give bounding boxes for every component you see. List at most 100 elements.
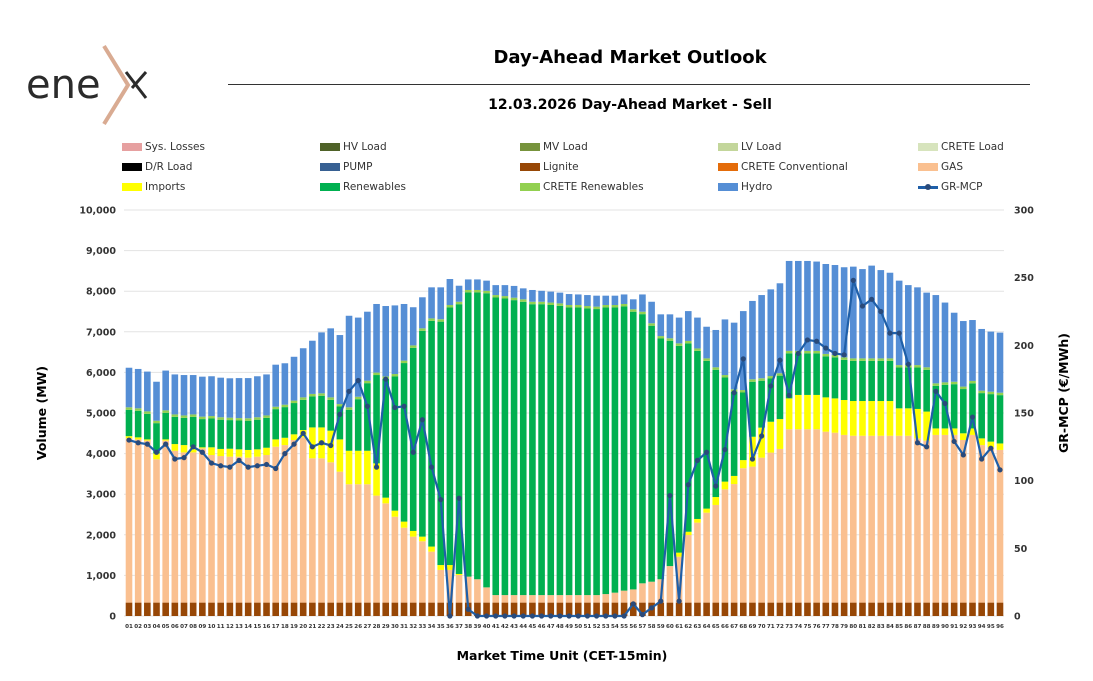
legend-swatch <box>520 163 540 171</box>
mcp-point <box>887 330 893 336</box>
bar-crete-renewables <box>162 410 169 413</box>
bar-lignite <box>538 602 545 616</box>
bar-lignite <box>263 602 270 616</box>
bar-gas <box>538 595 545 603</box>
bar-gas <box>868 435 875 603</box>
mcp-point <box>786 392 792 399</box>
legend-label: LV Load <box>741 141 782 153</box>
bar-lignite <box>437 602 445 616</box>
bar-gas <box>996 449 1004 603</box>
bar-renewables <box>244 420 252 450</box>
bar-renewables <box>474 292 481 580</box>
bar-crete-renewables <box>364 380 371 384</box>
legend-swatch <box>122 143 142 151</box>
bar-lignite <box>822 602 830 616</box>
bar-lignite <box>905 602 912 616</box>
bar-lignite <box>639 602 646 616</box>
bar-hydro <box>318 332 325 394</box>
bar-lignite <box>859 602 866 616</box>
bar-renewables <box>153 423 160 454</box>
legend-label: CRETE Renewables <box>543 181 644 193</box>
bar-imports <box>850 401 857 436</box>
mcp-point <box>511 613 517 619</box>
bar-renewables <box>794 353 802 395</box>
bar-crete-renewables <box>501 296 509 299</box>
x-tick-label: 52 <box>593 624 601 630</box>
bar-imports <box>382 497 390 504</box>
bar-crete-renewables <box>593 306 600 310</box>
svg-text:ene: ene <box>26 62 101 108</box>
bar-lignite <box>556 602 564 616</box>
legend-item-pump: PUMP <box>320 161 372 173</box>
bar-lignite <box>895 602 903 616</box>
bar-hydro <box>428 287 435 319</box>
x-tick-label: 43 <box>510 624 518 630</box>
mcp-point <box>548 613 554 619</box>
bar-crete-renewables <box>373 372 380 376</box>
y-tick-label: 0 <box>109 612 116 623</box>
mcp-point <box>804 337 811 343</box>
bar-lignite <box>199 602 206 616</box>
bar-hydro <box>941 302 949 383</box>
bar-lignite <box>144 602 151 616</box>
bar-gas <box>492 595 500 603</box>
bar-gas <box>318 458 325 603</box>
bar-hydro <box>584 295 591 307</box>
x-tick-label: 65 <box>712 624 720 630</box>
bar-lignite <box>364 602 371 616</box>
bar-hydro <box>923 292 930 368</box>
bar-renewables <box>657 338 665 580</box>
bar-lignite <box>345 602 353 616</box>
bar-lignite <box>235 602 243 616</box>
bar-crete-renewables <box>354 396 362 400</box>
x-tick-label: 45 <box>529 624 537 630</box>
bar-renewables <box>593 309 600 596</box>
mcp-point <box>658 598 664 604</box>
bar-hydro <box>199 376 206 417</box>
bar-gas <box>437 569 445 603</box>
mcp-point <box>282 451 288 457</box>
bar-renewables <box>134 410 142 438</box>
title-divider <box>228 84 1030 85</box>
legend-swatch <box>122 183 142 191</box>
bar-lignite <box>180 602 188 616</box>
bar-crete-renewables <box>455 301 463 305</box>
bar-lignite <box>574 602 582 616</box>
bar-hydro <box>996 332 1004 393</box>
bar-renewables <box>538 304 545 596</box>
bar-hydro <box>254 376 261 418</box>
mcp-point <box>676 598 682 604</box>
bar-renewables <box>996 395 1004 444</box>
legend-item-gas: GAS <box>918 161 963 173</box>
bar-renewables <box>969 383 976 429</box>
bar-imports <box>950 428 958 435</box>
mcp-point <box>722 446 728 453</box>
bar-hydro <box>400 303 408 361</box>
bar-gas <box>666 566 674 603</box>
mcp-point <box>896 330 902 336</box>
mcp-point <box>942 400 948 407</box>
bar-gas <box>831 432 839 603</box>
mcp-point <box>768 383 774 389</box>
bar-crete-renewables <box>703 358 710 361</box>
bar-hydro <box>932 295 940 384</box>
bar-hydro <box>409 307 417 346</box>
bar-hydro <box>565 294 573 306</box>
bar-imports <box>923 411 930 441</box>
bar-renewables <box>345 409 353 451</box>
mcp-point <box>300 430 306 436</box>
mcp-point <box>392 404 398 411</box>
bar-renewables <box>960 389 967 434</box>
mcp-point <box>557 613 563 619</box>
legend-item-crete-conventional: CRETE Conventional <box>718 161 848 173</box>
bar-gas <box>886 435 894 603</box>
mcp-point <box>245 464 251 470</box>
bar-hydro <box>611 295 619 306</box>
bar-hydro <box>217 377 224 418</box>
bar-hydro <box>804 260 811 351</box>
bar-crete-renewables <box>483 290 490 294</box>
bar-crete-renewables <box>199 416 206 420</box>
x-tick-label: 73 <box>785 624 793 630</box>
bar-renewables <box>189 416 197 447</box>
